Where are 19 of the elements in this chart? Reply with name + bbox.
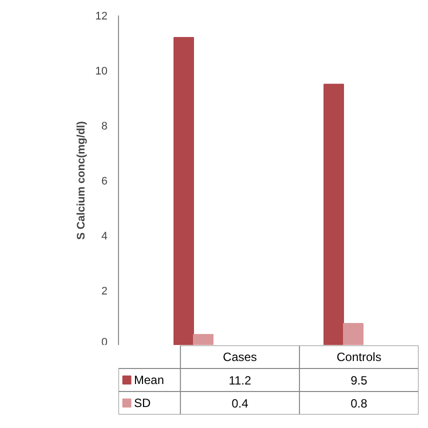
y-tick-label: 8 — [101, 120, 108, 132]
y-tick-label: 4 — [101, 230, 108, 242]
bar — [324, 84, 344, 345]
bar — [174, 37, 194, 345]
data-label: 0.4 — [232, 396, 249, 410]
bar — [193, 334, 214, 345]
y-tick-label: 6 — [101, 176, 108, 188]
legend-label: Mean — [134, 373, 164, 387]
data-label: 0.8 — [350, 396, 368, 410]
x-tick-label: Controls — [336, 350, 382, 364]
data-label: 9.5 — [350, 374, 368, 388]
y-tick-label: 10 — [95, 66, 108, 78]
bar — [343, 323, 364, 345]
x-tick-label: Cases — [222, 350, 257, 364]
y-tick-label: 12 — [95, 10, 108, 22]
y-tick-label: 2 — [101, 286, 108, 298]
data-label: 11.2 — [228, 374, 252, 388]
y-axis-title: S Calcium conc(mg/dl) — [75, 120, 88, 240]
legend-label: SD — [134, 396, 151, 410]
